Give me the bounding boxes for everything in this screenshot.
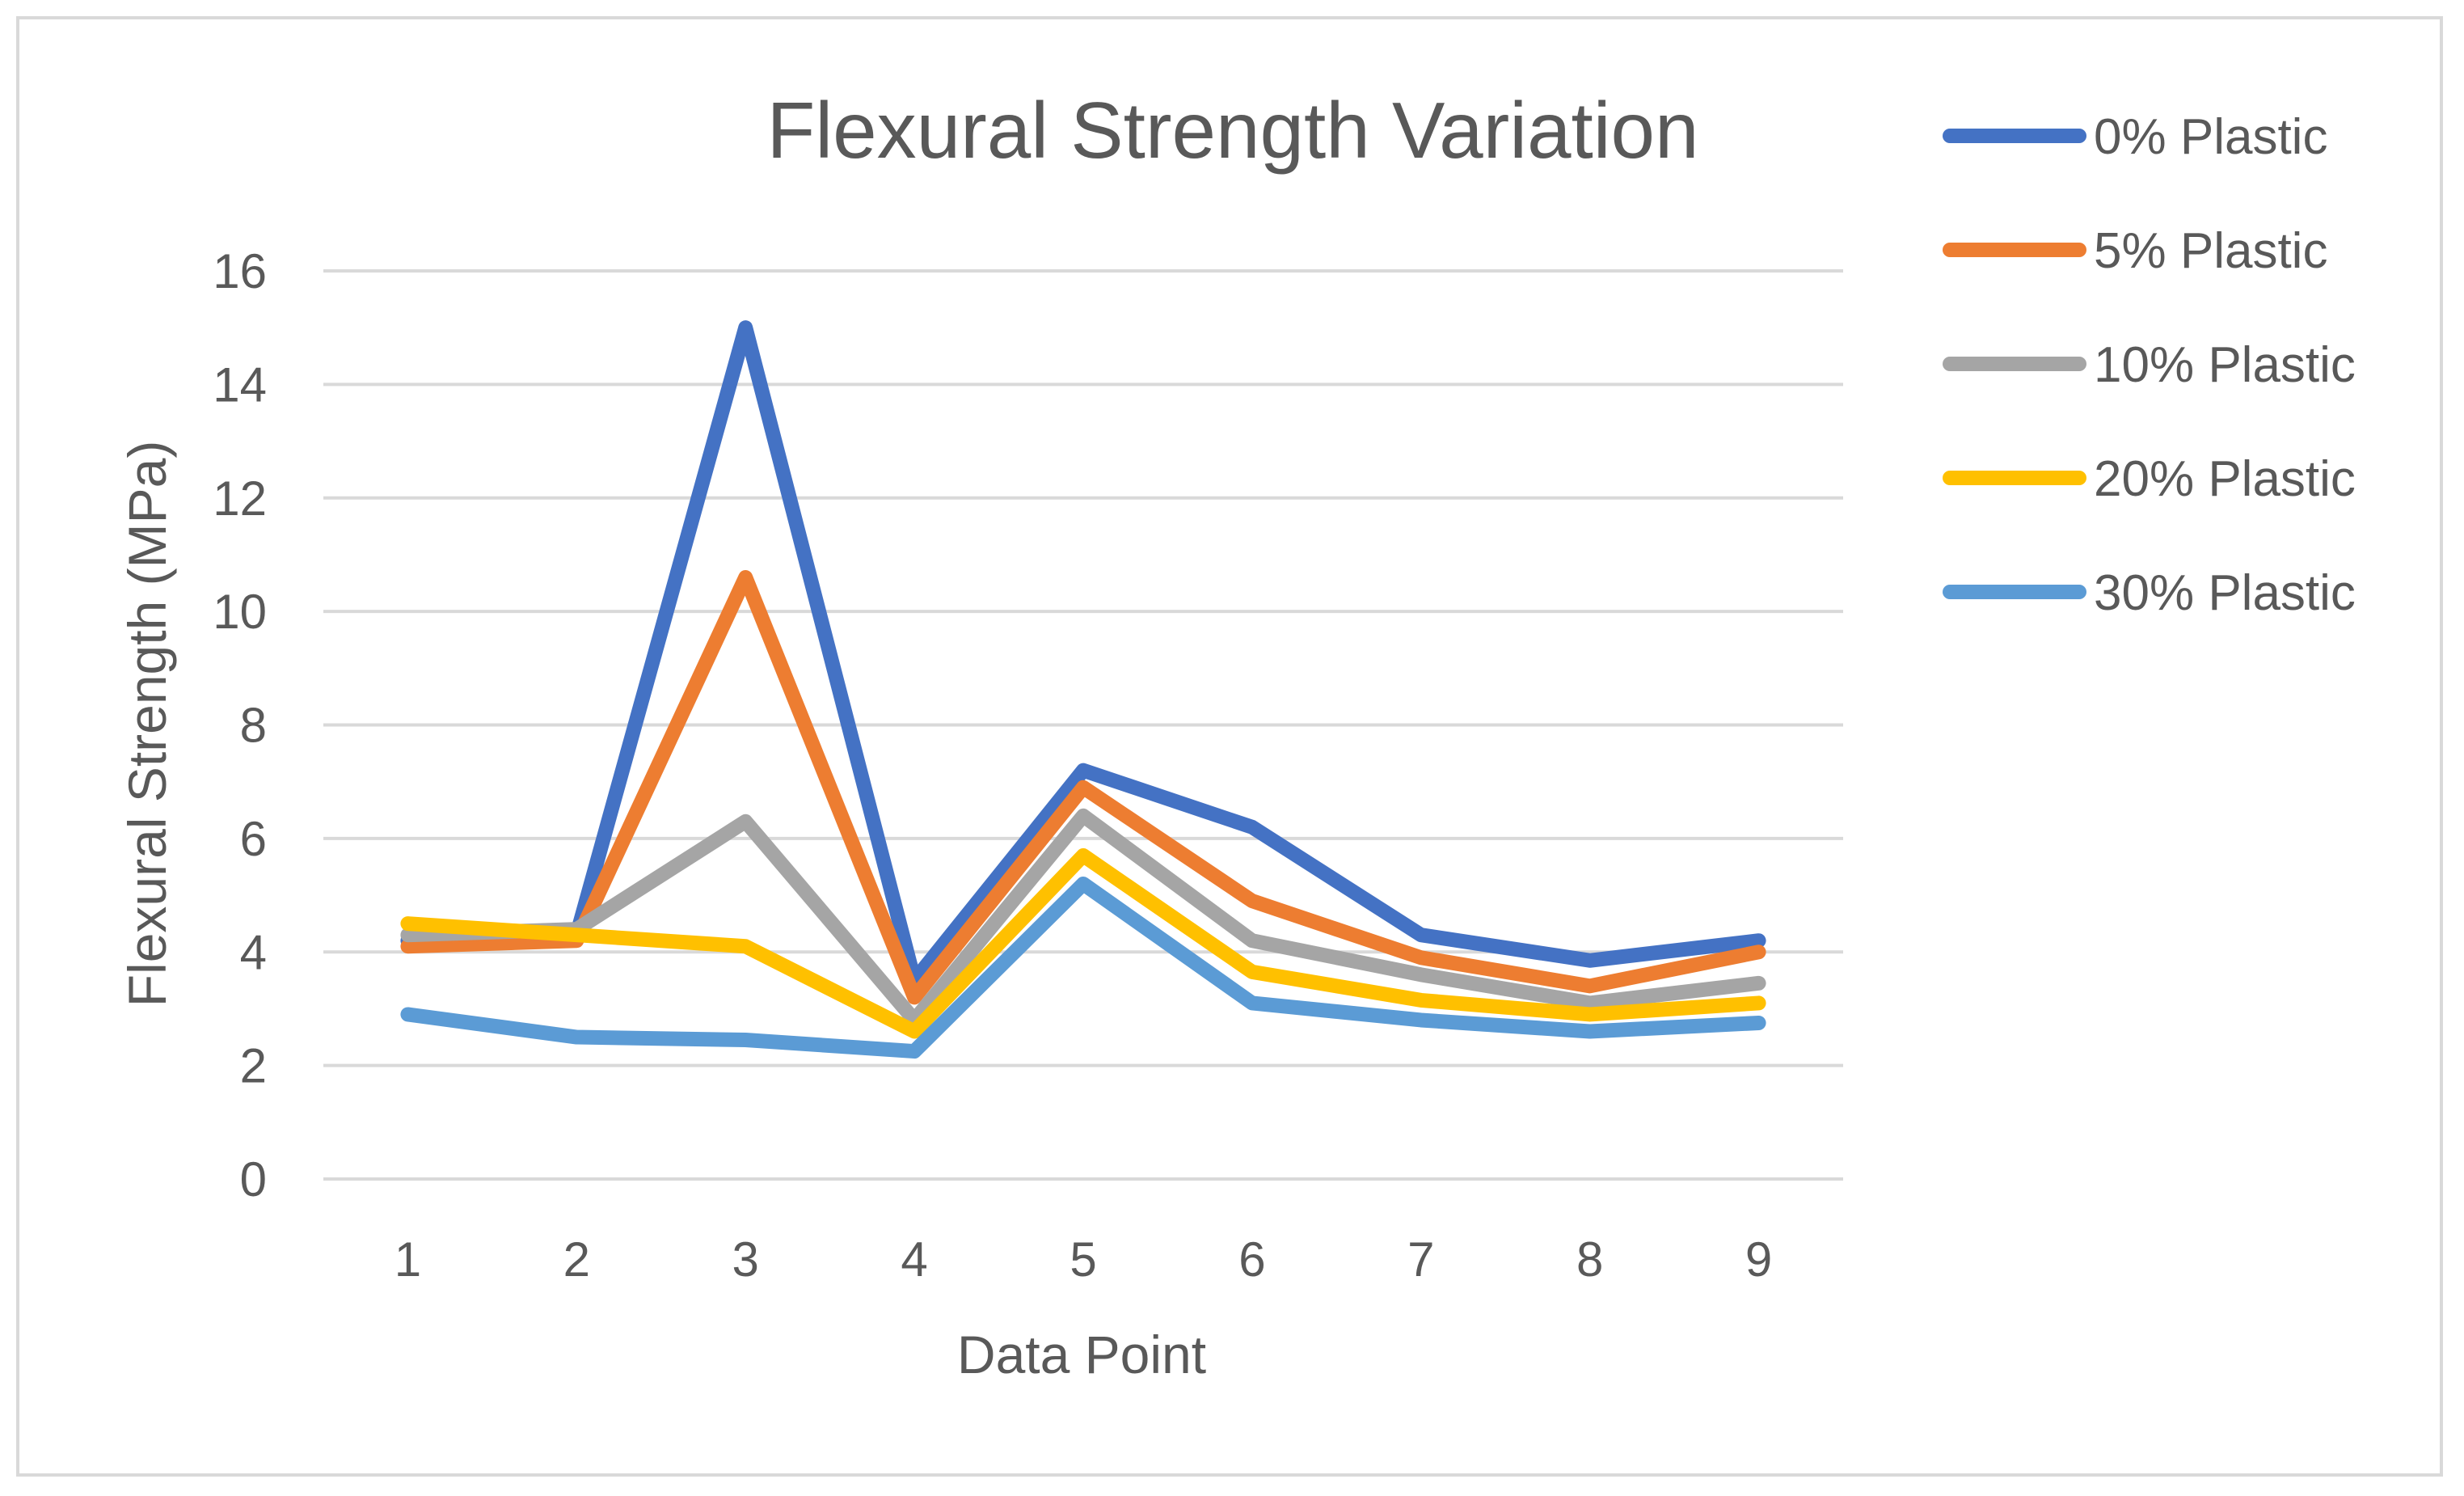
y-tick-label-12: 12: [213, 471, 267, 526]
y-tick-label-8: 8: [240, 699, 267, 753]
x-tick-label-3: 3: [732, 1232, 759, 1287]
y-axis-title: Flexural Strength (MPa): [117, 441, 177, 1008]
y-tick-label-10: 10: [213, 585, 267, 639]
series-line-10-plastic: [400, 808, 1766, 1028]
legend-label-20-plastic: 20% Plastic: [2094, 451, 2356, 507]
x-tick-label-8: 8: [1576, 1232, 1603, 1287]
series-line-5-plastic: [400, 570, 1766, 1005]
y-tick-label-4: 4: [240, 925, 267, 979]
y-tick-label-0: 0: [240, 1152, 267, 1207]
y-tick-label-6: 6: [240, 812, 267, 866]
x-axis-title: Data Point: [957, 1325, 1206, 1384]
series-line-30-plastic: [400, 877, 1766, 1059]
x-axis-ticks: 1 2 3 4 5 6 7 8 9: [394, 1232, 1772, 1287]
x-tick-label-7: 7: [1407, 1232, 1434, 1287]
legend: 0% Plastic 5% Plastic 10% Plastic 20% Plast…: [1943, 109, 2356, 621]
y-tick-label-16: 16: [213, 244, 267, 298]
legend-label-0-plastic: 0% Plastic: [2094, 109, 2327, 165]
legend-label-30-plastic: 30% Plastic: [2094, 565, 2356, 621]
x-tick-label-4: 4: [901, 1232, 927, 1287]
chart-frame: [16, 16, 2443, 1477]
y-tick-label-2: 2: [240, 1039, 267, 1093]
y-axis-ticks: 0 2 4 6 8 10 12 14 16: [213, 244, 267, 1207]
x-tick-label-1: 1: [394, 1232, 421, 1287]
series-line-20-plastic: [400, 847, 1766, 1039]
x-tick-label-5: 5: [1070, 1232, 1096, 1287]
x-tick-label-6: 6: [1238, 1232, 1265, 1287]
chart-title: Flexural Strength Variation: [767, 86, 1699, 175]
series-lines: [400, 320, 1766, 1059]
gridlines: [323, 269, 1843, 1181]
x-tick-label-9: 9: [1745, 1232, 1772, 1287]
y-tick-label-14: 14: [213, 357, 267, 412]
series-line-0-plastic: [400, 320, 1766, 988]
legend-label-10-plastic: 10% Plastic: [2094, 337, 2356, 393]
legend-label-5-plastic: 5% Plastic: [2094, 223, 2327, 279]
x-tick-label-2: 2: [563, 1232, 590, 1287]
